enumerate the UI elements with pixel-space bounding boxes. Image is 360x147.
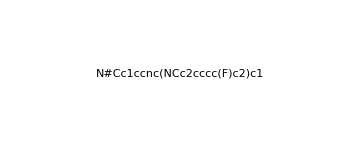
Text: N#Cc1ccnc(NCc2cccc(F)c2)c1: N#Cc1ccnc(NCc2cccc(F)c2)c1: [96, 69, 264, 78]
